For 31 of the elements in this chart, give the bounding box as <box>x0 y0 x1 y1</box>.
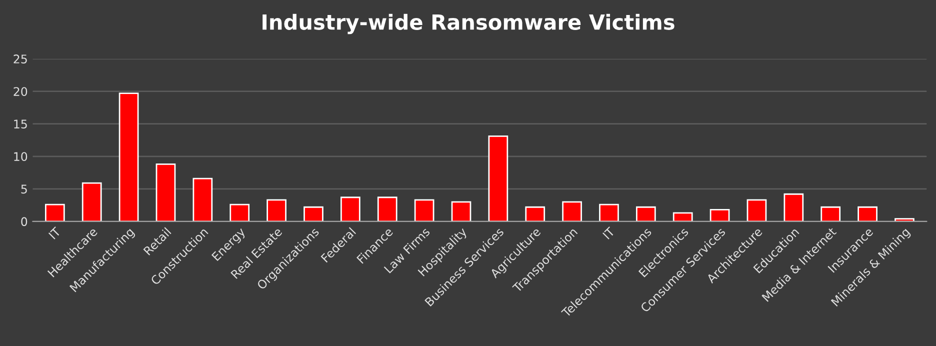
bar <box>377 196 398 222</box>
chart-title: Industry-wide Ransomware Victims <box>262 14 674 34</box>
y-tick-label: 25 <box>14 54 27 64</box>
bar <box>562 201 582 222</box>
bar <box>488 136 508 222</box>
y-tick-label: 15 <box>14 120 27 129</box>
bar <box>304 206 324 222</box>
y-tick-label: 0 <box>21 217 28 226</box>
bar <box>451 201 472 222</box>
bar <box>192 178 213 222</box>
bar <box>599 204 619 222</box>
bar <box>44 204 65 222</box>
bar <box>672 212 693 222</box>
bar <box>784 193 804 222</box>
bar <box>894 218 914 222</box>
bar <box>340 196 360 222</box>
bar <box>525 206 546 222</box>
bar <box>414 199 434 222</box>
y-tick-label: 10 <box>14 152 28 162</box>
y-tick-label: 5 <box>21 184 27 194</box>
bar <box>118 92 139 222</box>
bar <box>710 209 730 222</box>
bar <box>82 182 102 222</box>
bar <box>858 206 878 222</box>
bar <box>266 199 286 222</box>
bar <box>746 199 767 222</box>
bar <box>156 164 176 222</box>
bar <box>636 206 656 222</box>
bar <box>230 204 250 222</box>
y-tick-label: 20 <box>14 87 28 96</box>
bar <box>820 206 841 222</box>
